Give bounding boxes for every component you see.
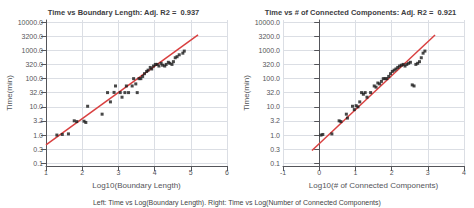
- svg-text:4: 4: [153, 169, 157, 176]
- svg-text:320.0: 320.0: [262, 61, 280, 68]
- svg-text:1: 1: [44, 169, 48, 176]
- svg-text:1000.0: 1000.0: [259, 47, 281, 54]
- svg-text:100.0: 100.0: [25, 75, 43, 82]
- svg-text:2: 2: [80, 169, 84, 176]
- svg-text:100.0: 100.0: [262, 75, 280, 82]
- svg-text:Time vs # of Connected Compone: Time vs # of Connected Components: Adj. …: [265, 8, 457, 17]
- svg-text:0.3: 0.3: [270, 146, 280, 153]
- svg-text:10000.0: 10000.0: [255, 19, 280, 26]
- svg-text:1: 1: [353, 169, 357, 176]
- svg-text:0.1: 0.1: [270, 160, 280, 167]
- svg-text:Log10(# of Connected Component: Log10(# of Connected Components): [309, 181, 439, 190]
- svg-text:Log10(Boundary Length): Log10(Boundary Length): [92, 181, 181, 190]
- svg-text:4: 4: [462, 169, 466, 176]
- svg-text:10.0: 10.0: [266, 103, 280, 110]
- svg-text:Time vs Boundary Length: Adj.: Time vs Boundary Length: Adj. R2 = 0.937: [48, 8, 200, 17]
- svg-text:Time(min): Time(min): [242, 75, 251, 111]
- svg-text:3: 3: [116, 169, 120, 176]
- svg-text:1.0: 1.0: [270, 132, 280, 139]
- svg-text:6: 6: [225, 169, 229, 176]
- svg-text:1000.0: 1000.0: [22, 47, 44, 54]
- svg-text:320.0: 320.0: [25, 61, 43, 68]
- svg-text:1.0: 1.0: [33, 132, 43, 139]
- svg-text:5: 5: [189, 169, 193, 176]
- svg-text:0.1: 0.1: [33, 160, 43, 167]
- svg-text:Left: Time vs Log(Boundary Len: Left: Time vs Log(Boundary Length). Righ…: [93, 199, 381, 207]
- svg-text:Time(min): Time(min): [5, 75, 14, 111]
- svg-text:3.2: 3.2: [33, 117, 43, 124]
- svg-text:10000.0: 10000.0: [18, 19, 43, 26]
- svg-text:0: 0: [317, 169, 321, 176]
- svg-text:3: 3: [426, 169, 430, 176]
- svg-text:2: 2: [390, 169, 394, 176]
- svg-text:0.3: 0.3: [33, 146, 43, 153]
- svg-text:10.0: 10.0: [29, 103, 43, 110]
- svg-text:3.2: 3.2: [270, 117, 280, 124]
- svg-text:32.0: 32.0: [29, 89, 43, 96]
- svg-text:32.0: 32.0: [266, 89, 280, 96]
- svg-text:-1: -1: [280, 169, 286, 176]
- svg-text:3200.0: 3200.0: [22, 33, 44, 40]
- svg-text:3200.0: 3200.0: [259, 33, 281, 40]
